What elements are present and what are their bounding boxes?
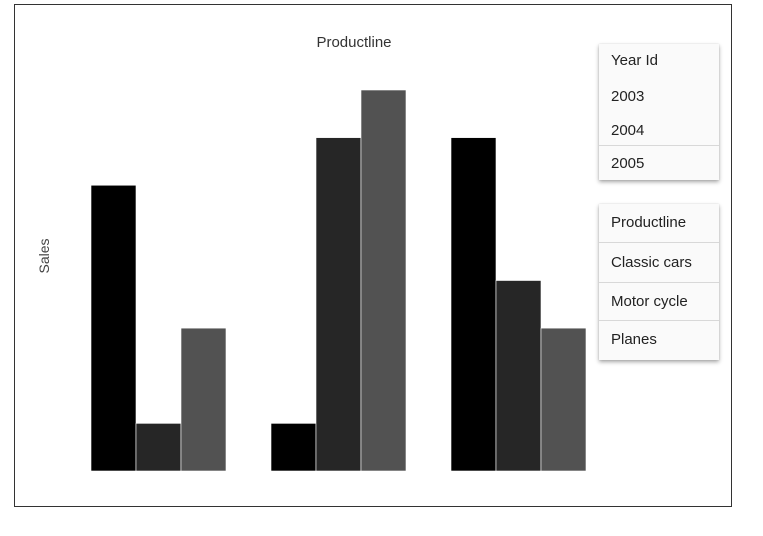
bar-group2-series1[interactable] bbox=[270, 423, 317, 472]
bar-group3-series2[interactable] bbox=[495, 280, 542, 472]
bar-group2-series3[interactable] bbox=[360, 89, 407, 472]
productline-filter-header: Productline bbox=[611, 214, 687, 231]
year-filter-item-2003[interactable]: 2003 bbox=[611, 88, 645, 105]
year-filter-item-2004[interactable]: 2004 bbox=[611, 122, 645, 139]
bar-group2-series2[interactable] bbox=[315, 137, 362, 472]
productline-filter-panel: Productline Classic cars Motor cycle Pla… bbox=[599, 204, 719, 360]
bar-group3-series1[interactable] bbox=[450, 137, 497, 472]
productline-filter-divider bbox=[599, 282, 719, 283]
bar-group1-series2[interactable] bbox=[135, 423, 182, 472]
chart-title: Productline bbox=[316, 34, 392, 51]
year-filter-panel: Year Id 2003 2004 2005 bbox=[599, 44, 719, 180]
year-filter-divider bbox=[599, 145, 719, 146]
bar-group1-series1[interactable] bbox=[90, 184, 137, 472]
productline-filter-divider bbox=[599, 242, 719, 243]
year-filter-item-2005[interactable]: 2005 bbox=[611, 155, 645, 172]
productline-filter-item-planes[interactable]: Planes bbox=[611, 331, 657, 348]
year-filter-header: Year Id bbox=[611, 52, 658, 69]
productline-filter-item-motor-cycle[interactable]: Motor cycle bbox=[611, 293, 688, 310]
productline-filter-divider bbox=[599, 320, 719, 321]
productline-filter-item-classic-cars[interactable]: Classic cars bbox=[611, 254, 692, 271]
bar-group3-series3[interactable] bbox=[540, 327, 587, 472]
bar-group1-series3[interactable] bbox=[180, 327, 227, 472]
